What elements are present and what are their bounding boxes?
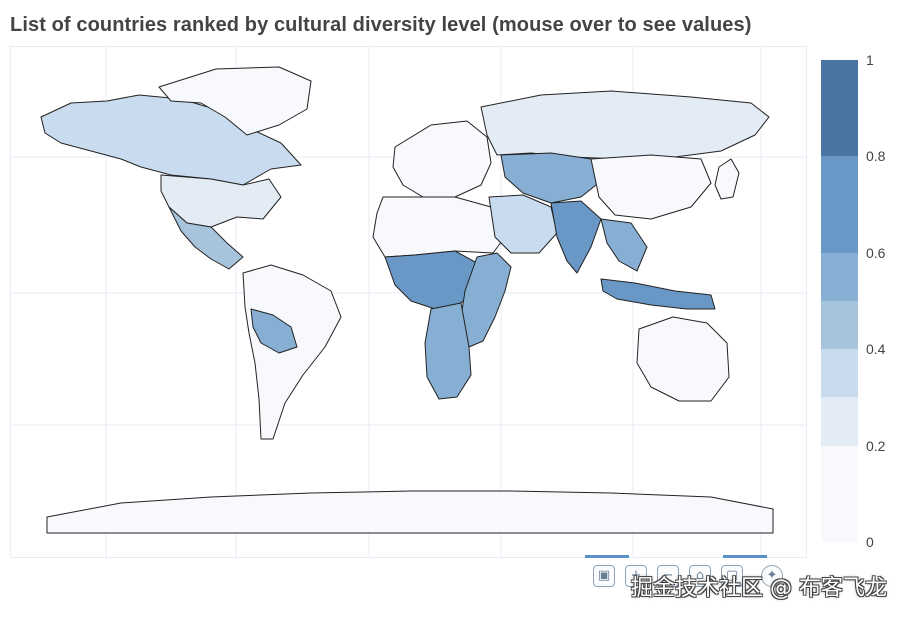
region-europe[interactable]: europe: 0.2: [392, 120, 492, 198]
region-australia[interactable]: australia: 0.2: [636, 316, 730, 402]
colorbar: [821, 60, 858, 543]
camera-icon[interactable]: ▣: [593, 565, 615, 587]
autoscale-icon[interactable]: ▢: [721, 565, 743, 587]
choropleth-map[interactable]: north-america: 0.4usa: 0.3mexico: 0.5sou…: [10, 46, 807, 558]
colorbar-band: [821, 60, 858, 109]
zoom-in-icon[interactable]: +: [625, 565, 647, 587]
colorbar-band: [821, 445, 858, 494]
region-southeast-asia[interactable]: southeast-asia: 0.6: [600, 218, 648, 272]
region-north-america[interactable]: north-america: 0.4: [40, 94, 302, 186]
colorbar-tick-label: 1: [866, 52, 874, 68]
colorbar-band: [821, 349, 858, 398]
region-greenland[interactable]: greenland: 0.1: [158, 66, 312, 136]
map-title: List of countries ranked by cultural div…: [10, 14, 752, 36]
colorbar-tick-label: 0.2: [866, 437, 886, 454]
region-peru-bolivia[interactable]: peru-bolivia: 0.6: [250, 308, 298, 354]
colorbar-band: [821, 252, 858, 302]
colorbar-band: [821, 493, 858, 543]
region-indonesia[interactable]: indonesia: 0.7: [600, 278, 716, 310]
region-japan[interactable]: japan: 0.1: [714, 158, 740, 200]
region-south-america[interactable]: south-america: 0.1: [242, 264, 342, 440]
colorbar-band: [821, 156, 858, 205]
colorbar-tick-label: 0.4: [866, 341, 886, 358]
region-india[interactable]: india: 0.7: [550, 200, 602, 274]
region-central-asia[interactable]: central-asia: 0.6: [500, 152, 602, 204]
colorbar-tick-label: 0.6: [866, 244, 886, 261]
watermark: 掘金技术社区 @ 布客飞龙: [631, 576, 887, 601]
reset-icon[interactable]: ⌂: [689, 565, 711, 587]
region-middle-east[interactable]: middle-east: 0.4: [488, 194, 558, 254]
colorbar-band: [821, 204, 858, 253]
region-usa[interactable]: usa: 0.3: [160, 174, 282, 228]
region-antarctica[interactable]: antarctica: 0: [46, 490, 774, 534]
modebar: ▣ + − ⌂ ▢ ✦: [585, 555, 785, 595]
region-east-africa[interactable]: east-africa: 0.6: [460, 252, 512, 348]
colorbar-tick-label: 0: [866, 534, 874, 550]
region-russia[interactable]: russia: 0.3: [480, 90, 770, 160]
region-north-africa[interactable]: north-africa: 0.1: [372, 196, 506, 258]
modebar-accent: [585, 555, 629, 558]
region-southern-africa[interactable]: southern-africa: 0.6: [424, 302, 472, 400]
world-map-svg[interactable]: north-america: 0.4usa: 0.3mexico: 0.5sou…: [11, 47, 806, 557]
plotly-logo-icon[interactable]: ✦: [761, 565, 783, 587]
region-china[interactable]: china: 0.2: [590, 154, 712, 220]
colorbar-band: [821, 301, 858, 350]
colorbar-ticks: 1 0.8 0.6 0.4 0.2 0: [866, 52, 896, 550]
zoom-out-icon[interactable]: −: [657, 565, 679, 587]
colorbar-band: [821, 397, 858, 446]
colorbar-tick-label: 0.8: [866, 148, 886, 165]
colorbar-band: [821, 108, 858, 157]
region-mexico[interactable]: mexico: 0.5: [168, 206, 244, 270]
modebar-accent: [723, 555, 767, 558]
